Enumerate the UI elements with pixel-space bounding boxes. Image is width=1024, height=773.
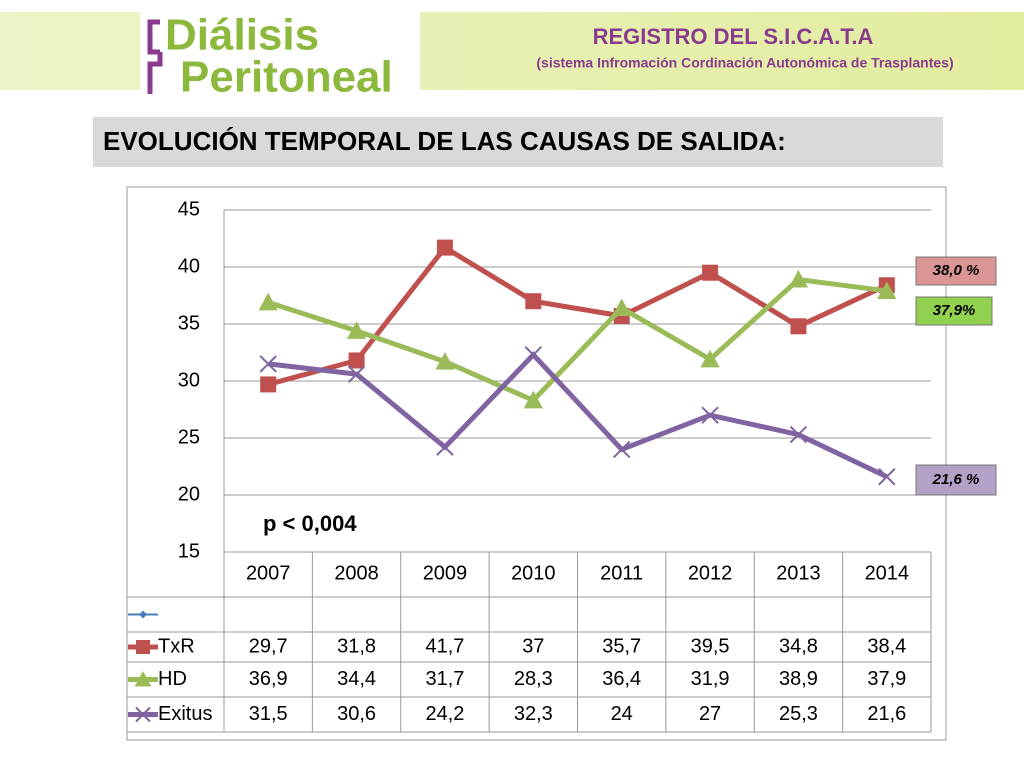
table-cell: 21,6 — [867, 703, 906, 725]
y-tick-label: 20 — [178, 483, 200, 505]
table-cell: 34,8 — [779, 635, 818, 657]
marker — [701, 406, 719, 424]
series-line — [267, 351, 888, 480]
table-cell: 29,7 — [249, 635, 288, 657]
table-cell: 30,6 — [337, 703, 376, 725]
chart-title: EVOLUCIÓN TEMPORAL DE LAS CAUSAS DE SALI… — [103, 126, 786, 156]
title-bg — [93, 117, 943, 167]
table-cell: 41,7 — [425, 635, 464, 657]
y-tick-label: 45 — [178, 198, 200, 220]
x-tick-label: 2009 — [423, 562, 468, 584]
y-tick-label: 30 — [178, 369, 200, 391]
table-cell: 24 — [611, 703, 633, 725]
y-tick-label: 35 — [178, 312, 200, 334]
x-tick-label: 2012 — [688, 562, 733, 584]
table-cell: 38,4 — [867, 635, 906, 657]
logo-bg — [140, 8, 420, 100]
table-cell: 37 — [522, 635, 544, 657]
annotation-box — [915, 256, 997, 286]
marker — [436, 239, 453, 256]
logo-mark — [147, 19, 163, 94]
annotation: 21,6 % — [932, 471, 980, 488]
table-cell: 34,4 — [337, 668, 376, 690]
marker — [789, 425, 808, 444]
annotation: 38,0 % — [933, 262, 980, 279]
table-cell: 31,8 — [337, 635, 376, 657]
table-cell: 24,2 — [425, 703, 464, 725]
marker — [260, 376, 277, 393]
marker — [346, 321, 367, 339]
table-cell: 31,9 — [691, 668, 730, 690]
marker — [347, 365, 366, 383]
marker — [136, 640, 150, 654]
table-cell: 36,9 — [249, 668, 288, 690]
marker — [524, 346, 543, 364]
table-cell: 25,3 — [779, 703, 818, 725]
marker — [135, 706, 151, 723]
table-cell: 31,5 — [249, 703, 288, 725]
legend-label: Exitus — [158, 703, 212, 725]
table-cell: 27 — [699, 703, 721, 725]
table-cell: 28,3 — [514, 668, 553, 690]
marker — [612, 440, 631, 459]
table-cell: 35,7 — [602, 635, 641, 657]
annotation: p < 0,004 — [263, 511, 357, 536]
logo-text: Diálisis — [165, 11, 319, 60]
legend-label: HD — [158, 668, 187, 690]
x-tick-label: 2007 — [246, 562, 291, 584]
y-tick-label: 25 — [178, 426, 200, 448]
marker — [258, 292, 278, 311]
marker — [348, 352, 365, 369]
y-tick-label: 15 — [178, 540, 200, 562]
marker — [435, 352, 455, 370]
series-line — [267, 244, 888, 387]
marker — [523, 390, 543, 409]
table-cell: 39,5 — [691, 635, 730, 657]
table-cell: 31,7 — [425, 668, 464, 690]
marker — [790, 318, 807, 335]
legend-label: TxR — [158, 635, 195, 657]
header-subtitle: (sistema Infromación Cordinación Autonóm… — [536, 55, 953, 71]
series-line — [267, 276, 888, 404]
logo-text: Peritoneal — [180, 53, 393, 102]
marker — [436, 438, 454, 456]
y-tick-label: 40 — [178, 255, 200, 277]
marker — [788, 269, 809, 288]
table-cell: 37,9 — [867, 668, 906, 690]
marker — [700, 349, 720, 368]
marker — [702, 264, 719, 281]
table-cell: 36,4 — [602, 668, 641, 690]
x-tick-label: 2011 — [600, 562, 643, 584]
marker — [878, 468, 896, 486]
annotation: 37,9% — [933, 302, 976, 319]
header-title: REGISTRO DEL S.I.C.A.T.A — [593, 24, 874, 49]
x-tick-label: 2014 — [865, 562, 910, 584]
marker — [139, 610, 147, 619]
annotation-box — [915, 296, 993, 326]
annotation-box — [915, 464, 997, 496]
x-tick-label: 2010 — [511, 562, 556, 584]
x-tick-label: 2013 — [776, 562, 821, 584]
x-tick-label: 2008 — [334, 562, 379, 584]
table-cell: 32,3 — [514, 703, 553, 725]
marker — [525, 293, 542, 310]
table-cell: 38,9 — [779, 668, 818, 690]
marker — [134, 671, 152, 687]
marker — [877, 281, 897, 299]
marker — [259, 355, 277, 373]
marker — [612, 298, 632, 317]
